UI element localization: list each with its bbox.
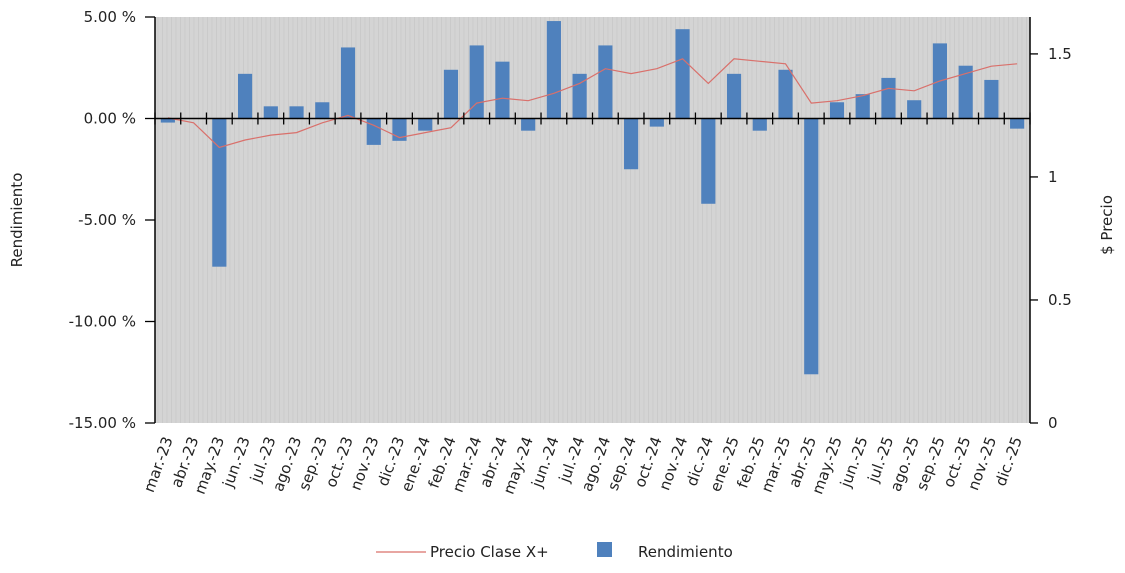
bar: [701, 118, 716, 204]
bar: [521, 118, 536, 131]
bar: [263, 106, 278, 119]
y2-tick-label: 1.5: [1048, 45, 1072, 63]
bar: [340, 47, 356, 119]
bar: [237, 73, 253, 119]
y-tick-label: -5.00 %: [78, 211, 136, 229]
bar: [469, 45, 484, 119]
bar: [778, 69, 793, 119]
bar: [315, 102, 330, 119]
y2-axis-title: $ Precio: [1098, 195, 1116, 255]
bar: [649, 118, 664, 127]
y2-axis-ticks: 1.5 1 0.5 0: [1030, 45, 1072, 432]
bar: [1010, 118, 1025, 129]
bar: [958, 65, 973, 119]
bar-series: [160, 21, 1025, 375]
bar: [984, 79, 999, 119]
y-tick-label: 0.00 %: [84, 110, 136, 128]
y-axis-ticks: 5.00 % 0.00 % -5.00 % -10.00 % -15.00 %: [69, 8, 155, 432]
bar: [495, 61, 510, 119]
gridlines: [157, 17, 1027, 423]
bar: [443, 69, 459, 119]
y-axis-title: Rendimiento: [8, 173, 26, 268]
bar: [726, 73, 742, 119]
bar: [855, 94, 870, 119]
y2-tick-label: 0.5: [1048, 291, 1072, 309]
bar: [366, 118, 381, 145]
bar: [418, 118, 433, 131]
bar: [829, 102, 845, 119]
y2-tick-label: 1: [1048, 168, 1058, 186]
bar: [881, 77, 896, 119]
y-tick-label: 5.00 %: [84, 8, 136, 26]
legend-bar-swatch: [597, 542, 612, 557]
y-tick-label: -10.00 %: [69, 313, 136, 331]
legend: Precio Clase X+ Rendimiento: [376, 542, 733, 561]
legend-line-label: Precio Clase X+: [430, 543, 549, 561]
bar: [675, 29, 690, 119]
bar: [212, 118, 227, 267]
bar: [598, 45, 613, 119]
bar: [160, 118, 175, 123]
bar: [289, 106, 304, 119]
bar: [546, 21, 561, 119]
y2-tick-label: 0: [1048, 414, 1058, 432]
bar: [752, 118, 767, 131]
price-line: [167, 58, 1018, 149]
x-axis-ticks: mar.-23abr.-23may.-23jun.-23jul.-23ago.-…: [140, 434, 1026, 496]
legend-bar-label: Rendimiento: [638, 543, 733, 561]
bar: [624, 118, 639, 170]
plot-area: [155, 17, 1030, 423]
bar: [907, 100, 922, 119]
bar: [804, 118, 819, 375]
y-tick-label: -15.00 %: [69, 414, 136, 432]
